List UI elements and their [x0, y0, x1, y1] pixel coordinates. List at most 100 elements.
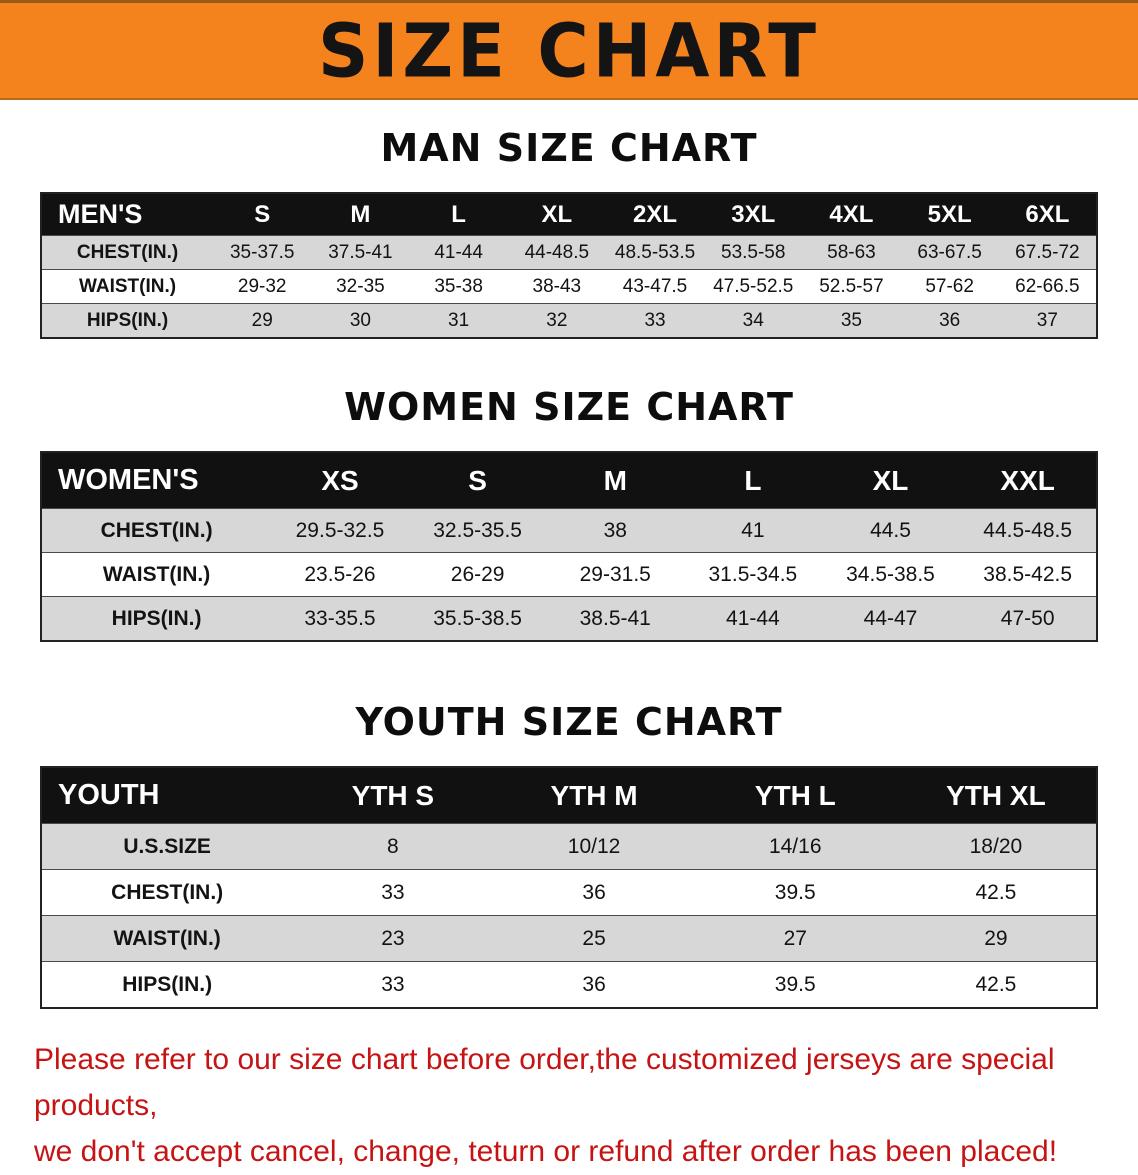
- size-value-cell: 29.5-32.5: [271, 508, 409, 553]
- size-value-cell: 44-47: [821, 596, 960, 642]
- column-header: YTH XL: [895, 766, 1097, 824]
- size-value-cell: 25: [493, 915, 695, 962]
- column-header: YTH S: [292, 766, 494, 824]
- column-header: YTH M: [493, 766, 695, 824]
- row-label: WAIST(IN.): [41, 915, 293, 962]
- size-value-cell: 42.5: [895, 961, 1097, 1009]
- size-value-cell: 38: [546, 508, 685, 553]
- row-label: CHEST(IN.): [41, 508, 272, 553]
- row-label: HIPS(IN.): [41, 596, 272, 642]
- column-header: 4XL: [802, 192, 901, 236]
- men-size-section: MAN SIZE CHART MEN'S S M L XL 2XL 3XL 4XL 5XL 6XL…: [0, 126, 1138, 339]
- row-label: CHEST(IN.): [41, 235, 214, 270]
- row-label: WAIST(IN.): [41, 269, 214, 304]
- column-header: XXL: [959, 451, 1097, 509]
- size-value-cell: 44.5: [821, 508, 960, 553]
- row-label: HIPS(IN.): [41, 303, 214, 339]
- size-value-cell: 36: [493, 869, 695, 916]
- size-value-cell: 33: [292, 869, 494, 916]
- size-value-cell: 32: [507, 303, 606, 339]
- table-title-cell: WOMEN'S: [41, 451, 272, 509]
- size-value-cell: 41-44: [684, 596, 822, 642]
- table-row: U.S.SIZE 8 10/12 14/16 18/20: [41, 823, 1097, 870]
- size-value-cell: 37.5-41: [311, 235, 410, 270]
- size-value-cell: 23: [292, 915, 494, 962]
- size-value-cell: 29: [895, 915, 1097, 962]
- size-value-cell: 37: [998, 303, 1097, 339]
- column-header: S: [213, 192, 312, 236]
- size-value-cell: 33-35.5: [271, 596, 409, 642]
- size-value-cell: 31: [409, 303, 508, 339]
- column-header: 3XL: [704, 192, 803, 236]
- size-value-cell: 38.5-42.5: [959, 552, 1097, 597]
- column-header: XL: [821, 451, 960, 509]
- youth-size-section: YOUTH SIZE CHART YOUTH YTH S YTH M YTH L YTH…: [0, 700, 1138, 1009]
- footer-line-1: Please refer to our size chart before or…: [34, 1043, 1055, 1122]
- header-row: YOUTH YTH S YTH M YTH L YTH XL: [41, 766, 1097, 824]
- table-row: HIPS(IN.) 33 36 39.5 42.5: [41, 961, 1097, 1009]
- table-row: WAIST(IN.) 23 25 27 29: [41, 915, 1097, 962]
- size-value-cell: 18/20: [895, 823, 1097, 870]
- row-label: WAIST(IN.): [41, 552, 272, 597]
- banner-title: SIZE CHART: [317, 7, 821, 94]
- header-row: MEN'S S M L XL 2XL 3XL 4XL 5XL 6XL: [41, 192, 1097, 236]
- size-value-cell: 34.5-38.5: [821, 552, 960, 597]
- size-value-cell: 47.5-52.5: [704, 269, 803, 304]
- youth-size-table: YOUTH YTH S YTH M YTH L YTH XL U.S.SIZE 8 10/12…: [40, 766, 1098, 1009]
- column-header: L: [684, 451, 822, 509]
- youth-section-heading: YOUTH SIZE CHART: [355, 700, 783, 744]
- row-label: HIPS(IN.): [41, 961, 293, 1009]
- size-value-cell: 36: [900, 303, 999, 339]
- table-row: WAIST(IN.) 23.5-26 26-29 29-31.5 31.5-34.5 34…: [41, 552, 1097, 597]
- women-size-section: WOMEN SIZE CHART WOMEN'S XS S M L XL XXL CHEST(…: [0, 385, 1138, 642]
- size-value-cell: 38-43: [507, 269, 606, 304]
- column-header: 5XL: [900, 192, 999, 236]
- size-value-cell: 44-48.5: [507, 235, 606, 270]
- row-label: CHEST(IN.): [41, 869, 293, 916]
- column-header: XL: [507, 192, 606, 236]
- size-value-cell: 41-44: [409, 235, 508, 270]
- size-value-cell: 57-62: [900, 269, 999, 304]
- column-header: YTH L: [694, 766, 896, 824]
- size-value-cell: 23.5-26: [271, 552, 409, 597]
- size-value-cell: 38.5-41: [546, 596, 685, 642]
- size-value-cell: 29-32: [213, 269, 312, 304]
- size-value-cell: 33: [605, 303, 705, 339]
- banner: SIZE CHART: [0, 0, 1138, 100]
- size-value-cell: 29-31.5: [546, 552, 685, 597]
- men-section-heading: MAN SIZE CHART: [380, 126, 758, 170]
- size-value-cell: 35: [802, 303, 901, 339]
- size-value-cell: 8: [292, 823, 494, 870]
- table-row: CHEST(IN.) 29.5-32.5 32.5-35.5 38 41 44.5 44.5…: [41, 508, 1097, 553]
- size-value-cell: 36: [493, 961, 695, 1009]
- size-value-cell: 10/12: [493, 823, 695, 870]
- size-value-cell: 26-29: [408, 552, 547, 597]
- header-row: WOMEN'S XS S M L XL XXL: [41, 451, 1097, 509]
- women-size-table: WOMEN'S XS S M L XL XXL CHEST(IN.) 29.5-32.5 32.5…: [40, 451, 1098, 642]
- table-title-cell: MEN'S: [41, 192, 214, 236]
- table-row: WAIST(IN.) 29-32 32-35 35-38 38-43 43-47.5 47.…: [41, 269, 1097, 304]
- footer-note: Please refer to our size chart before or…: [0, 1037, 1138, 1175]
- size-value-cell: 34: [704, 303, 803, 339]
- row-label: U.S.SIZE: [41, 823, 293, 870]
- size-value-cell: 67.5-72: [998, 235, 1097, 270]
- size-value-cell: 14/16: [694, 823, 896, 870]
- size-value-cell: 35.5-38.5: [408, 596, 547, 642]
- women-section-heading: WOMEN SIZE CHART: [344, 385, 794, 429]
- footer-line-2: we don't accept cancel, change, teturn o…: [34, 1135, 1058, 1168]
- size-value-cell: 62-66.5: [998, 269, 1097, 304]
- size-value-cell: 48.5-53.5: [605, 235, 705, 270]
- size-value-cell: 43-47.5: [605, 269, 705, 304]
- size-value-cell: 27: [694, 915, 896, 962]
- column-header: XS: [271, 451, 409, 509]
- size-value-cell: 47-50: [959, 596, 1097, 642]
- men-size-table: MEN'S S M L XL 2XL 3XL 4XL 5XL 6XL CHEST(IN.) 35-37…: [40, 192, 1098, 339]
- size-value-cell: 39.5: [694, 961, 896, 1009]
- size-value-cell: 35-37.5: [213, 235, 312, 270]
- size-value-cell: 31.5-34.5: [684, 552, 822, 597]
- column-header: 6XL: [998, 192, 1097, 236]
- size-value-cell: 32.5-35.5: [408, 508, 547, 553]
- size-value-cell: 35-38: [409, 269, 508, 304]
- table-row: CHEST(IN.) 33 36 39.5 42.5: [41, 869, 1097, 916]
- size-value-cell: 39.5: [694, 869, 896, 916]
